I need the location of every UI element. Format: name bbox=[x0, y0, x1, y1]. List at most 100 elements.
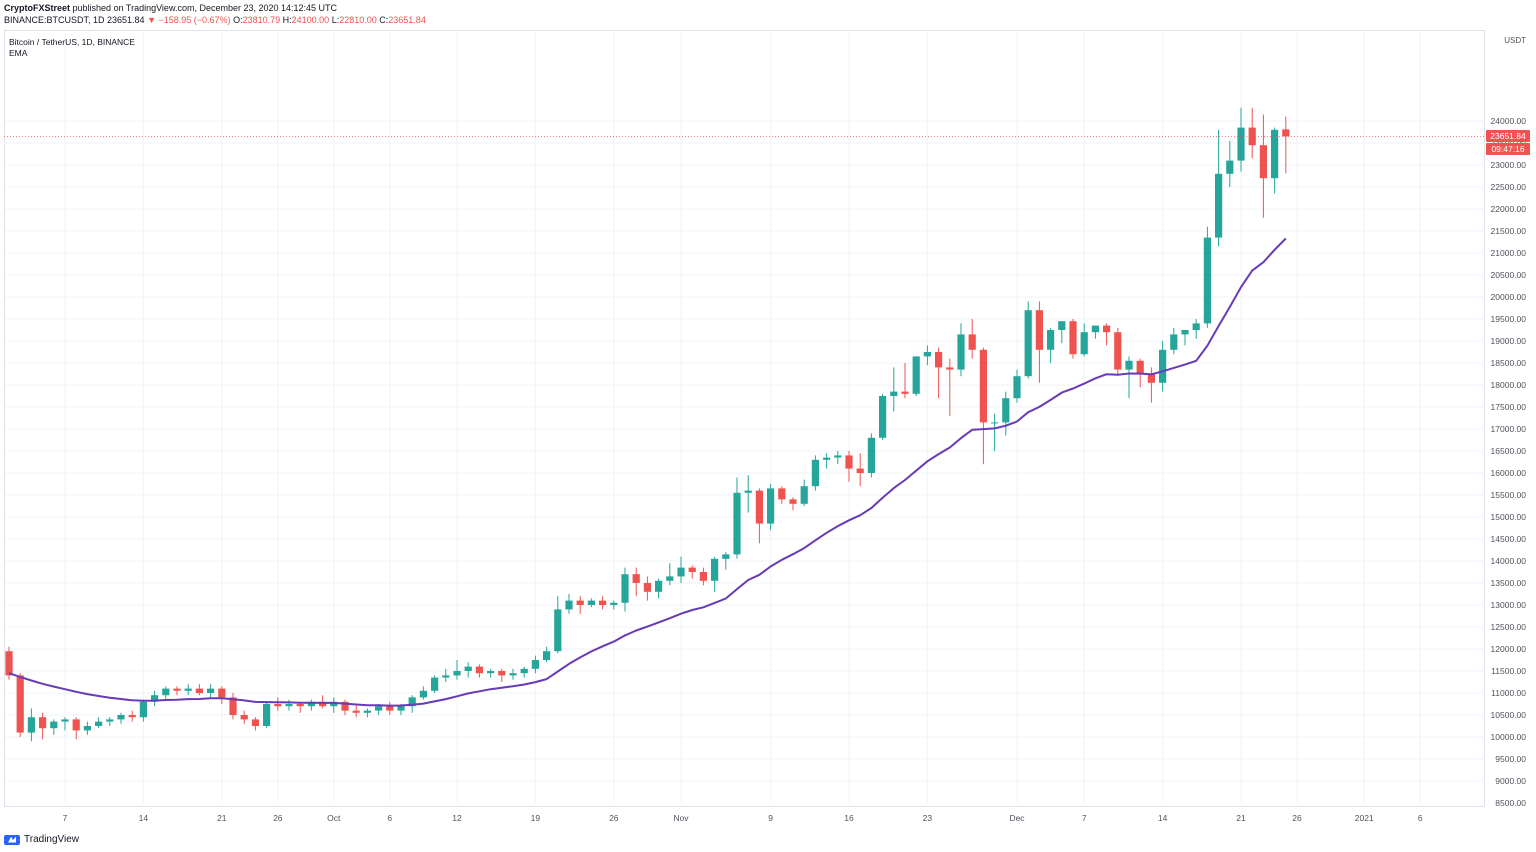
candle-body bbox=[643, 583, 651, 592]
candle bbox=[431, 675, 439, 693]
candle bbox=[1091, 325, 1099, 339]
x-tick-label: 7 bbox=[1082, 813, 1087, 823]
candle bbox=[531, 655, 539, 674]
candle-body bbox=[5, 651, 13, 676]
x-tick-label: 9 bbox=[768, 813, 773, 823]
candle-body bbox=[453, 671, 461, 676]
candle bbox=[845, 451, 853, 482]
y-tick-label: 13500.00 bbox=[1491, 578, 1527, 588]
candle bbox=[106, 717, 114, 726]
candle bbox=[1125, 356, 1133, 399]
candle bbox=[251, 717, 259, 731]
y-tick-label: 10500.00 bbox=[1491, 710, 1527, 720]
candle-body bbox=[195, 688, 203, 693]
candle-body bbox=[498, 671, 506, 676]
candle-body bbox=[319, 701, 327, 707]
candle-body bbox=[419, 690, 427, 698]
candle-body bbox=[789, 499, 797, 504]
candle bbox=[218, 686, 226, 704]
candle-body bbox=[587, 600, 595, 605]
candle bbox=[800, 479, 808, 506]
candle bbox=[319, 695, 327, 709]
candle-body bbox=[307, 701, 315, 707]
candle-body bbox=[946, 367, 954, 370]
candle bbox=[699, 567, 707, 586]
y-tick-label: 19500.00 bbox=[1491, 314, 1527, 324]
candle bbox=[83, 721, 91, 735]
candle bbox=[901, 363, 909, 399]
candle bbox=[419, 686, 427, 700]
x-tick-label: Dec bbox=[1009, 813, 1025, 823]
candle bbox=[1282, 116, 1290, 174]
candle bbox=[946, 358, 954, 416]
candle-body bbox=[688, 567, 696, 572]
candle-body bbox=[778, 488, 786, 500]
candle bbox=[263, 701, 271, 729]
candle bbox=[1002, 391, 1010, 436]
candle-body bbox=[1282, 129, 1290, 137]
x-tick-label: 26 bbox=[273, 813, 283, 823]
bar-countdown-tag: 09:47:16 bbox=[1486, 143, 1530, 156]
candle-body bbox=[1024, 310, 1032, 377]
x-tick-label: 26 bbox=[1292, 813, 1302, 823]
symbol-prefix: BINANCE:BTCUSDT, 1D 23651.84 bbox=[4, 15, 145, 25]
candle bbox=[229, 693, 237, 720]
candle-body bbox=[1215, 173, 1223, 238]
chart-pane[interactable] bbox=[4, 30, 1485, 807]
candle bbox=[688, 565, 696, 579]
candle-body bbox=[901, 391, 909, 394]
candle bbox=[643, 576, 651, 601]
candle-body bbox=[968, 334, 976, 350]
candle bbox=[1047, 327, 1055, 363]
candle bbox=[1114, 327, 1122, 374]
x-tick-label: 6 bbox=[387, 813, 392, 823]
candle-body bbox=[72, 719, 80, 731]
x-tick-label: 19 bbox=[531, 813, 541, 823]
x-tick-label: 23 bbox=[923, 813, 933, 823]
y-tick-label: 19000.00 bbox=[1491, 336, 1527, 346]
candle bbox=[968, 319, 976, 359]
candle-body bbox=[621, 574, 629, 603]
candle-body bbox=[711, 558, 719, 581]
candle-body bbox=[1035, 310, 1043, 350]
candle bbox=[935, 347, 943, 399]
open-value: 23810.79 bbox=[242, 15, 281, 25]
candle bbox=[565, 594, 573, 614]
x-tick-label: 6 bbox=[1418, 813, 1423, 823]
candle-body bbox=[845, 455, 853, 469]
candle bbox=[879, 393, 887, 440]
candle bbox=[1147, 367, 1155, 403]
x-tick-label: 14 bbox=[1158, 813, 1168, 823]
published-text: published on TradingView.com, December 2… bbox=[72, 3, 338, 13]
candle bbox=[957, 323, 965, 377]
candle bbox=[195, 684, 203, 696]
candle-body bbox=[1181, 330, 1189, 335]
candle bbox=[834, 451, 842, 465]
candle bbox=[1259, 114, 1267, 218]
candle-body bbox=[1237, 127, 1245, 161]
y-tick-label: 24000.00 bbox=[1491, 116, 1527, 126]
y-tick-label: 16000.00 bbox=[1491, 468, 1527, 478]
y-tick-label: 22000.00 bbox=[1491, 204, 1527, 214]
candle-body bbox=[935, 352, 943, 368]
legend-title[interactable]: Bitcoin / TetherUS, 1D, BINANCE bbox=[9, 37, 135, 47]
y-tick-label: 18000.00 bbox=[1491, 380, 1527, 390]
candle-body bbox=[240, 715, 248, 720]
candle-body bbox=[363, 710, 371, 713]
legend-ema[interactable]: EMA bbox=[9, 48, 28, 58]
candle bbox=[117, 712, 125, 724]
candle-body bbox=[431, 677, 439, 691]
candle bbox=[1159, 341, 1167, 392]
y-tick-label: 15000.00 bbox=[1491, 512, 1527, 522]
candle-body bbox=[285, 704, 293, 707]
tradingview-logo[interactable]: TradingView bbox=[4, 834, 79, 845]
publisher-name[interactable]: CryptoFXStreet bbox=[4, 3, 71, 13]
high-value: 24100.00 bbox=[291, 15, 330, 25]
candle bbox=[1226, 140, 1234, 187]
x-tick-label: 16 bbox=[844, 813, 854, 823]
candle bbox=[789, 497, 797, 511]
candle bbox=[95, 717, 103, 729]
symbol-ohlc-line: BINANCE:BTCUSDT, 1D 23651.84 ▼ −158.95 (… bbox=[4, 15, 426, 25]
candle bbox=[576, 596, 584, 614]
